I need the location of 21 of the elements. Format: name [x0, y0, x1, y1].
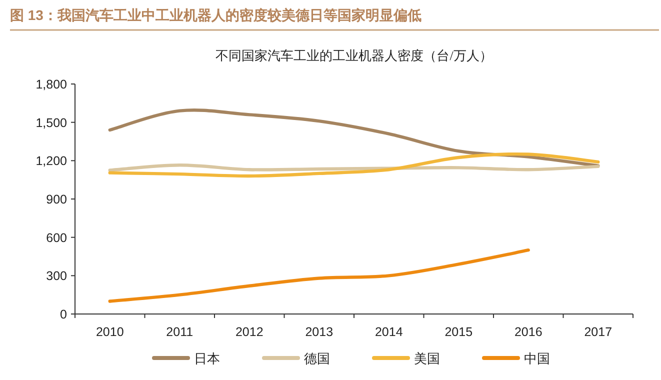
- legend-label: 日本: [194, 351, 220, 366]
- x-tick-label: 2014: [374, 325, 403, 339]
- legend-label: 中国: [524, 351, 550, 366]
- x-tick-label: 2016: [514, 325, 542, 339]
- y-tick-label: 900: [46, 192, 68, 206]
- title: 图 13：我国汽车工业中工业机器人的密度较美德日等国家明显偏低: [10, 7, 422, 23]
- x-tick-label: 2015: [444, 325, 473, 339]
- y-tick-label: 1,800: [36, 78, 68, 92]
- x-tick-label: 2017: [584, 325, 612, 339]
- legend-label: 美国: [414, 351, 440, 366]
- y-tick-label: 600: [46, 230, 68, 245]
- y-tick-label: 1,200: [36, 154, 68, 168]
- x-tick-label: 2013: [305, 325, 334, 339]
- x-tick-label: 2010: [96, 325, 124, 339]
- x-tick-label: 2012: [235, 325, 264, 339]
- y-tick-label: 300: [46, 269, 68, 284]
- legend-label: 德国: [304, 351, 330, 366]
- y-tick-label: 0: [60, 308, 68, 322]
- x-tick-label: 2011: [166, 325, 194, 339]
- subtitle: 不同国家汽车工业的工业机器人密度（台/万人）: [216, 48, 492, 63]
- y-tick-label: 1,500: [36, 116, 68, 130]
